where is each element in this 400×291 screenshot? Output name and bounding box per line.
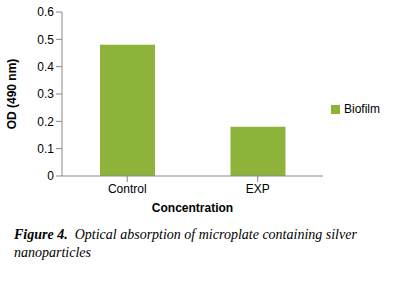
html-text:Biofilm: Biofilm: [344, 102, 380, 116]
svg-text:0.5: 0.5: [37, 33, 54, 47]
svg-text:0.6: 0.6: [37, 5, 54, 19]
svg-text:0.3: 0.3: [37, 87, 54, 101]
svg-text:OD (490 nm): OD (490 nm): [8, 59, 19, 130]
svg-text:0: 0: [47, 169, 54, 183]
svg-text:Concentration: Concentration: [152, 201, 233, 215]
svg-text:0.1: 0.1: [37, 142, 54, 156]
svg-text:0.2: 0.2: [37, 115, 54, 129]
svg-text:EXP: EXP: [246, 182, 270, 196]
svg-text:Control: Control: [108, 182, 147, 196]
svg-text:0.4: 0.4: [37, 60, 54, 74]
html-text:Figure 4.: Figure 4.: [14, 227, 68, 242]
html-text:Optical absorption of micropla: Optical absorption of microplate contain…: [14, 227, 357, 260]
